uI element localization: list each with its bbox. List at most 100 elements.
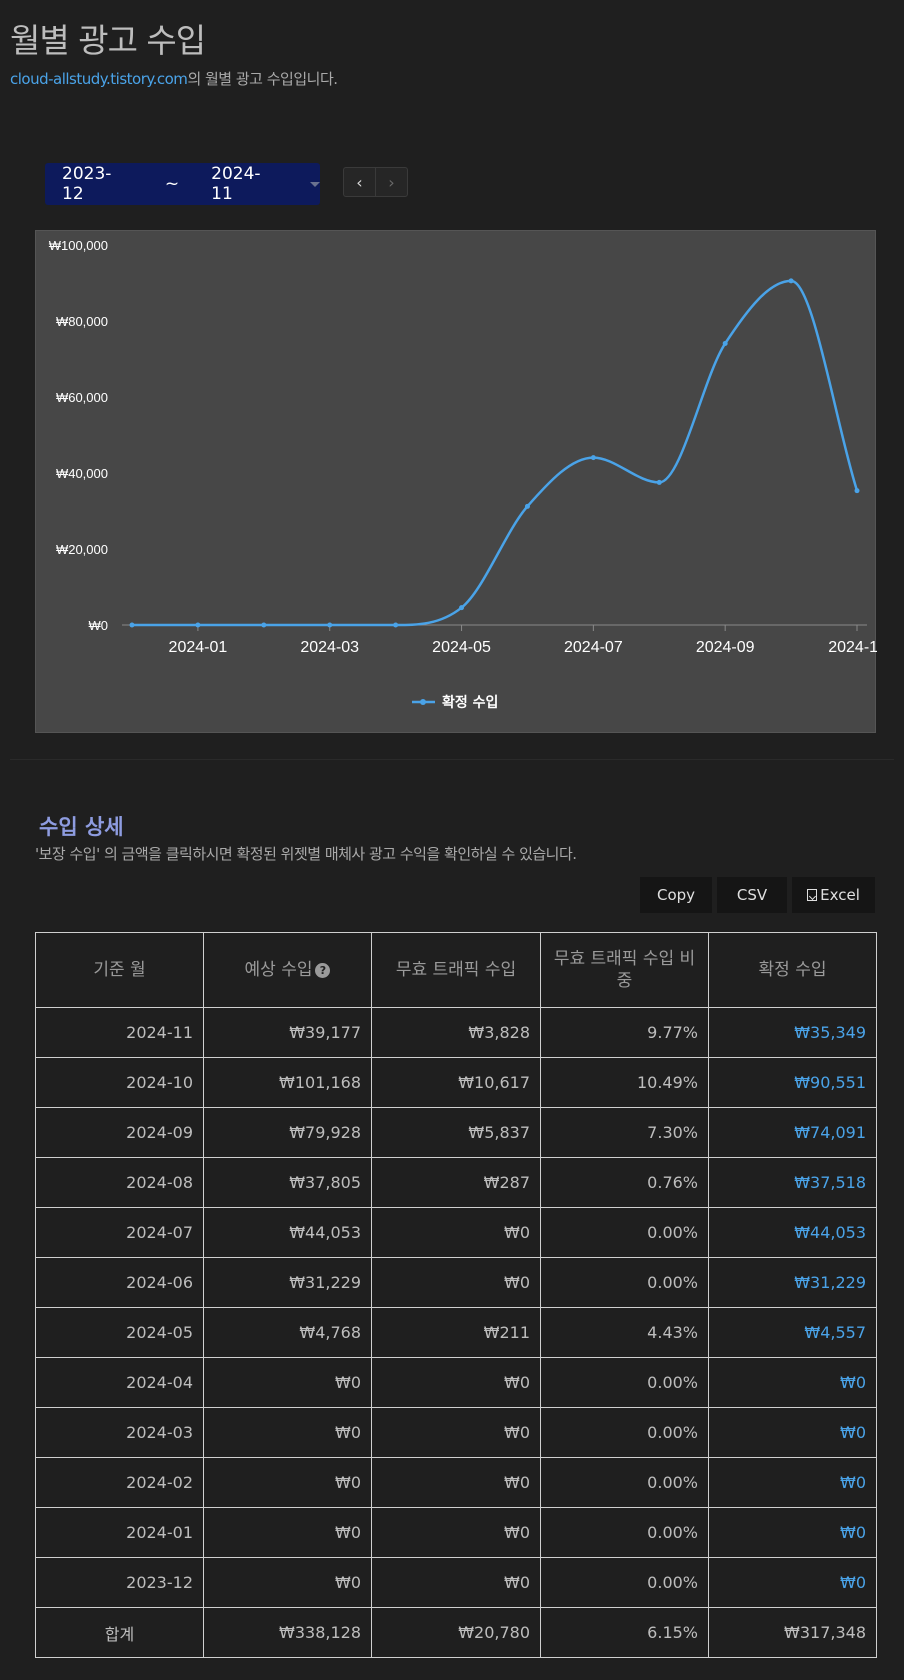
legend-label: 확정 수입 [442, 694, 498, 711]
cell-confirmed-link[interactable]: ₩4,557 [708, 1307, 877, 1358]
cell-ratio: 0.00% [540, 1257, 709, 1308]
cell-month: 2024-09 [35, 1107, 204, 1158]
cell-confirmed-link[interactable]: ₩0 [708, 1457, 877, 1508]
cell-expected: ₩31,229 [203, 1257, 372, 1308]
cell-total-invalid: ₩20,780 [371, 1607, 541, 1658]
table-row: 2024-11 ₩39,177 ₩3,828 9.77% ₩35,349 [35, 1007, 877, 1058]
table-row: 2024-07 ₩44,053 ₩0 0.00% ₩44,053 [35, 1207, 877, 1258]
date-from[interactable]: 2023-12 [62, 164, 112, 204]
date-to[interactable]: 2024-11 [211, 164, 261, 204]
table-total-row: 합계 ₩338,128 ₩20,780 6.15% ₩317,348 [35, 1607, 877, 1658]
y-tick-label: ₩40,000 [56, 466, 108, 481]
data-point [261, 622, 267, 628]
cell-month: 2023-12 [35, 1557, 204, 1608]
cell-ratio: 0.00% [540, 1207, 709, 1258]
data-point [195, 622, 201, 628]
cell-ratio: 4.43% [540, 1307, 709, 1358]
cell-invalid: ₩0 [371, 1407, 541, 1458]
cell-expected: ₩0 [203, 1507, 372, 1558]
data-point [656, 479, 662, 485]
cell-month: 2024-01 [35, 1507, 204, 1558]
y-tick-label: ₩80,000 [56, 314, 108, 329]
header-expected[interactable]: 예상 수입? [203, 932, 372, 1008]
cell-total-label: 합계 [35, 1607, 204, 1658]
table-row: 2024-02 ₩0 ₩0 0.00% ₩0 [35, 1457, 877, 1508]
data-point [854, 488, 860, 494]
income-chart: ₩100,000 ₩80,000 ₩60,000 ₩40,000 ₩20,000 ₩0 20… [35, 230, 877, 733]
cell-month: 2024-07 [35, 1207, 204, 1258]
cell-confirmed-link[interactable]: ₩0 [708, 1357, 877, 1408]
cell-invalid: ₩10,617 [371, 1057, 541, 1108]
cell-month: 2024-11 [35, 1007, 204, 1058]
subtitle-text: 의 월별 광고 수입입니다. [187, 70, 338, 88]
cell-ratio: 7.30% [540, 1107, 709, 1158]
cell-invalid: ₩0 [371, 1207, 541, 1258]
cell-confirmed-link[interactable]: ₩0 [708, 1557, 877, 1608]
table-row: 2024-04 ₩0 ₩0 0.00% ₩0 [35, 1357, 877, 1408]
cell-ratio: 0.00% [540, 1557, 709, 1608]
cell-invalid: ₩5,837 [371, 1107, 541, 1158]
cell-invalid: ₩0 [371, 1507, 541, 1558]
y-tick-label: ₩20,000 [56, 542, 108, 557]
cell-total-confirmed: ₩317,348 [708, 1607, 877, 1658]
question-circle-icon[interactable]: ? [315, 963, 331, 978]
series-line [132, 279, 859, 627]
cell-ratio: 9.77% [540, 1007, 709, 1058]
site-link[interactable]: cloud-allstudy.tistory.com [10, 70, 188, 88]
cell-month: 2024-03 [35, 1407, 204, 1458]
table-row: 2024-05 ₩4,768 ₩211 4.43% ₩4,557 [35, 1307, 877, 1358]
cell-expected: ₩0 [203, 1457, 372, 1508]
table-body: 2024-11 ₩39,177 ₩3,828 9.77% ₩35,349 2024-10… [35, 1007, 877, 1658]
income-table: 기준 월 예상 수입? 무효 트래픽 수입 무효 트래픽 수입 비중 확정 수입… [35, 932, 877, 1658]
caret-down-icon[interactable] [310, 181, 320, 187]
cell-confirmed-link[interactable]: ₩90,551 [708, 1057, 877, 1108]
header-invalid[interactable]: 무효 트래픽 수입 [371, 932, 541, 1008]
cell-confirmed-link[interactable]: ₩0 [708, 1407, 877, 1458]
table-row: 2024-06 ₩31,229 ₩0 0.00% ₩31,229 [35, 1257, 877, 1308]
cell-invalid: ₩0 [371, 1457, 541, 1508]
date-range-picker[interactable]: 2023-12 ~ 2024-11 [45, 163, 320, 205]
data-point [788, 278, 794, 284]
page-subtitle: cloud-allstudy.tistory.com의 월별 광고 수입입니다. [10, 68, 338, 89]
y-tick-label: ₩60,000 [56, 390, 108, 405]
cell-expected: ₩37,805 [203, 1157, 372, 1208]
cell-confirmed-link[interactable]: ₩37,518 [708, 1157, 877, 1208]
cell-total-ratio: 6.15% [540, 1607, 709, 1658]
prev-month-button[interactable]: ‹ [344, 168, 375, 196]
y-tick-label: ₩100,000 [49, 238, 108, 253]
cell-ratio: 10.49% [540, 1057, 709, 1108]
header-confirmed[interactable]: 확정 수입 [708, 932, 877, 1008]
data-point [459, 605, 465, 611]
next-month-button[interactable]: › [375, 168, 407, 196]
cell-expected: ₩39,177 [203, 1007, 372, 1058]
x-tick-label: 2024-01 [169, 639, 228, 656]
cell-invalid: ₩0 [371, 1557, 541, 1608]
cell-confirmed-link[interactable]: ₩31,229 [708, 1257, 877, 1308]
cell-month: 2024-02 [35, 1457, 204, 1508]
chevron-left-icon: ‹ [356, 172, 363, 192]
x-tick-label: 2024-07 [564, 639, 623, 656]
cell-ratio: 0.00% [540, 1407, 709, 1458]
cell-confirmed-link[interactable]: ₩35,349 [708, 1007, 877, 1058]
details-description: '보장 수입' 의 금액을 클릭하시면 확정된 위젯별 매체사 광고 수익을 확… [35, 845, 577, 863]
page-title: 월별 광고 수입 [10, 21, 206, 60]
csv-button[interactable]: CSV [717, 877, 787, 913]
table-row: 2024-03 ₩0 ₩0 0.00% ₩0 [35, 1407, 877, 1458]
header-month[interactable]: 기준 월 [35, 932, 204, 1008]
copy-button[interactable]: Copy [640, 877, 712, 913]
cell-ratio: 0.76% [540, 1157, 709, 1208]
cell-confirmed-link[interactable]: ₩74,091 [708, 1107, 877, 1158]
cell-expected: ₩101,168 [203, 1057, 372, 1108]
cell-confirmed-link[interactable]: ₩44,053 [708, 1207, 877, 1258]
table-header-row: 기준 월 예상 수입? 무효 트래픽 수입 무효 트래픽 수입 비중 확정 수입 [35, 932, 877, 1008]
table-row: 2023-12 ₩0 ₩0 0.00% ₩0 [35, 1557, 877, 1608]
cell-ratio: 0.00% [540, 1457, 709, 1508]
cell-month: 2024-06 [35, 1257, 204, 1308]
excel-button[interactable]: Excel [792, 877, 875, 913]
cell-confirmed-link[interactable]: ₩0 [708, 1507, 877, 1558]
legend-marker [420, 699, 426, 705]
date-separator: ~ [164, 174, 180, 194]
header-ratio[interactable]: 무효 트래픽 수입 비중 [540, 932, 709, 1008]
cell-month: 2024-10 [35, 1057, 204, 1108]
cell-expected: ₩0 [203, 1407, 372, 1458]
